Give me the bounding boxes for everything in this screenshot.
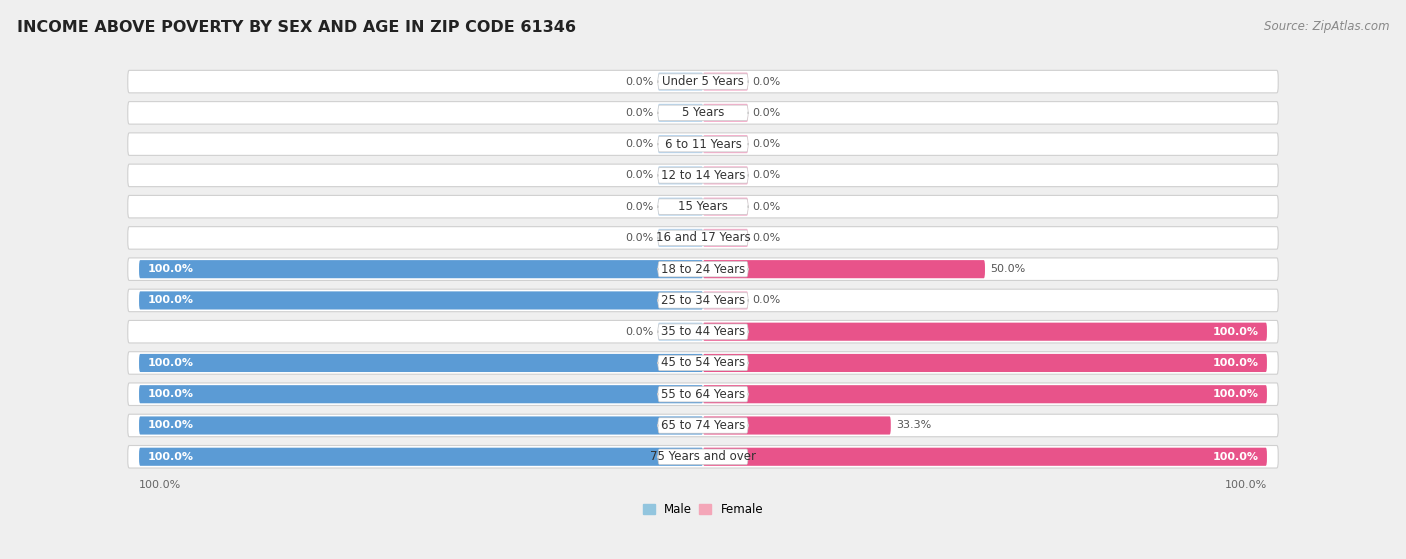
FancyBboxPatch shape [128, 102, 1278, 124]
Text: 100.0%: 100.0% [139, 480, 181, 490]
FancyBboxPatch shape [703, 416, 891, 434]
Text: 100.0%: 100.0% [148, 264, 194, 274]
Text: 100.0%: 100.0% [148, 452, 194, 462]
Text: 100.0%: 100.0% [1212, 326, 1258, 337]
FancyBboxPatch shape [128, 226, 1278, 249]
FancyBboxPatch shape [703, 73, 748, 91]
Text: 0.0%: 0.0% [752, 202, 780, 212]
Text: 0.0%: 0.0% [752, 139, 780, 149]
Legend: Male, Female: Male, Female [638, 498, 768, 520]
FancyBboxPatch shape [658, 73, 703, 91]
Text: 100.0%: 100.0% [148, 420, 194, 430]
FancyBboxPatch shape [658, 104, 703, 122]
Text: 0.0%: 0.0% [752, 296, 780, 305]
FancyBboxPatch shape [703, 197, 748, 216]
Text: 100.0%: 100.0% [1212, 452, 1258, 462]
FancyBboxPatch shape [658, 324, 748, 339]
FancyBboxPatch shape [658, 418, 748, 433]
Text: 0.0%: 0.0% [752, 77, 780, 87]
Text: 6 to 11 Years: 6 to 11 Years [665, 138, 741, 150]
FancyBboxPatch shape [139, 385, 703, 403]
Text: 5 Years: 5 Years [682, 106, 724, 120]
Text: Under 5 Years: Under 5 Years [662, 75, 744, 88]
FancyBboxPatch shape [658, 386, 748, 402]
FancyBboxPatch shape [703, 385, 1267, 403]
FancyBboxPatch shape [703, 260, 986, 278]
Text: 0.0%: 0.0% [752, 233, 780, 243]
Text: 75 Years and over: 75 Years and over [650, 450, 756, 463]
FancyBboxPatch shape [128, 70, 1278, 93]
FancyBboxPatch shape [139, 260, 703, 278]
FancyBboxPatch shape [128, 352, 1278, 374]
FancyBboxPatch shape [139, 291, 703, 310]
Text: 100.0%: 100.0% [1212, 358, 1258, 368]
FancyBboxPatch shape [128, 133, 1278, 155]
Text: 100.0%: 100.0% [148, 296, 194, 305]
Text: 100.0%: 100.0% [1212, 389, 1258, 399]
FancyBboxPatch shape [128, 414, 1278, 437]
Text: 0.0%: 0.0% [752, 108, 780, 118]
FancyBboxPatch shape [658, 105, 748, 121]
FancyBboxPatch shape [128, 164, 1278, 187]
FancyBboxPatch shape [703, 104, 748, 122]
Text: 0.0%: 0.0% [752, 170, 780, 181]
Text: 100.0%: 100.0% [148, 358, 194, 368]
Text: 55 to 64 Years: 55 to 64 Years [661, 388, 745, 401]
Text: 12 to 14 Years: 12 to 14 Years [661, 169, 745, 182]
Text: 65 to 74 Years: 65 to 74 Years [661, 419, 745, 432]
Text: 0.0%: 0.0% [626, 139, 654, 149]
FancyBboxPatch shape [658, 293, 748, 308]
FancyBboxPatch shape [658, 323, 703, 341]
FancyBboxPatch shape [703, 448, 1267, 466]
FancyBboxPatch shape [703, 354, 1267, 372]
Text: 50.0%: 50.0% [991, 264, 1026, 274]
FancyBboxPatch shape [658, 230, 748, 245]
Text: 16 and 17 Years: 16 and 17 Years [655, 231, 751, 244]
FancyBboxPatch shape [658, 168, 748, 183]
Text: 0.0%: 0.0% [626, 170, 654, 181]
FancyBboxPatch shape [128, 446, 1278, 468]
FancyBboxPatch shape [658, 197, 703, 216]
FancyBboxPatch shape [128, 196, 1278, 218]
FancyBboxPatch shape [658, 167, 703, 184]
FancyBboxPatch shape [658, 135, 703, 153]
Text: 0.0%: 0.0% [626, 233, 654, 243]
FancyBboxPatch shape [703, 167, 748, 184]
FancyBboxPatch shape [703, 229, 748, 247]
FancyBboxPatch shape [128, 383, 1278, 405]
FancyBboxPatch shape [703, 323, 1267, 341]
FancyBboxPatch shape [658, 74, 748, 89]
Text: 35 to 44 Years: 35 to 44 Years [661, 325, 745, 338]
Text: Source: ZipAtlas.com: Source: ZipAtlas.com [1264, 20, 1389, 32]
Text: 100.0%: 100.0% [148, 389, 194, 399]
Text: 45 to 54 Years: 45 to 54 Years [661, 357, 745, 369]
FancyBboxPatch shape [703, 135, 748, 153]
Text: INCOME ABOVE POVERTY BY SEX AND AGE IN ZIP CODE 61346: INCOME ABOVE POVERTY BY SEX AND AGE IN Z… [17, 20, 576, 35]
FancyBboxPatch shape [658, 449, 748, 465]
Text: 0.0%: 0.0% [626, 326, 654, 337]
Text: 25 to 34 Years: 25 to 34 Years [661, 294, 745, 307]
FancyBboxPatch shape [128, 289, 1278, 312]
Text: 15 Years: 15 Years [678, 200, 728, 213]
FancyBboxPatch shape [658, 356, 748, 371]
Text: 0.0%: 0.0% [626, 202, 654, 212]
FancyBboxPatch shape [658, 199, 748, 214]
FancyBboxPatch shape [658, 262, 748, 277]
Text: 33.3%: 33.3% [897, 420, 932, 430]
FancyBboxPatch shape [139, 448, 703, 466]
FancyBboxPatch shape [658, 229, 703, 247]
Text: 0.0%: 0.0% [626, 108, 654, 118]
FancyBboxPatch shape [139, 416, 703, 434]
FancyBboxPatch shape [703, 291, 748, 310]
Text: 0.0%: 0.0% [626, 77, 654, 87]
FancyBboxPatch shape [658, 136, 748, 152]
Text: 100.0%: 100.0% [1225, 480, 1267, 490]
FancyBboxPatch shape [128, 258, 1278, 281]
FancyBboxPatch shape [128, 320, 1278, 343]
Text: 18 to 24 Years: 18 to 24 Years [661, 263, 745, 276]
FancyBboxPatch shape [139, 354, 703, 372]
